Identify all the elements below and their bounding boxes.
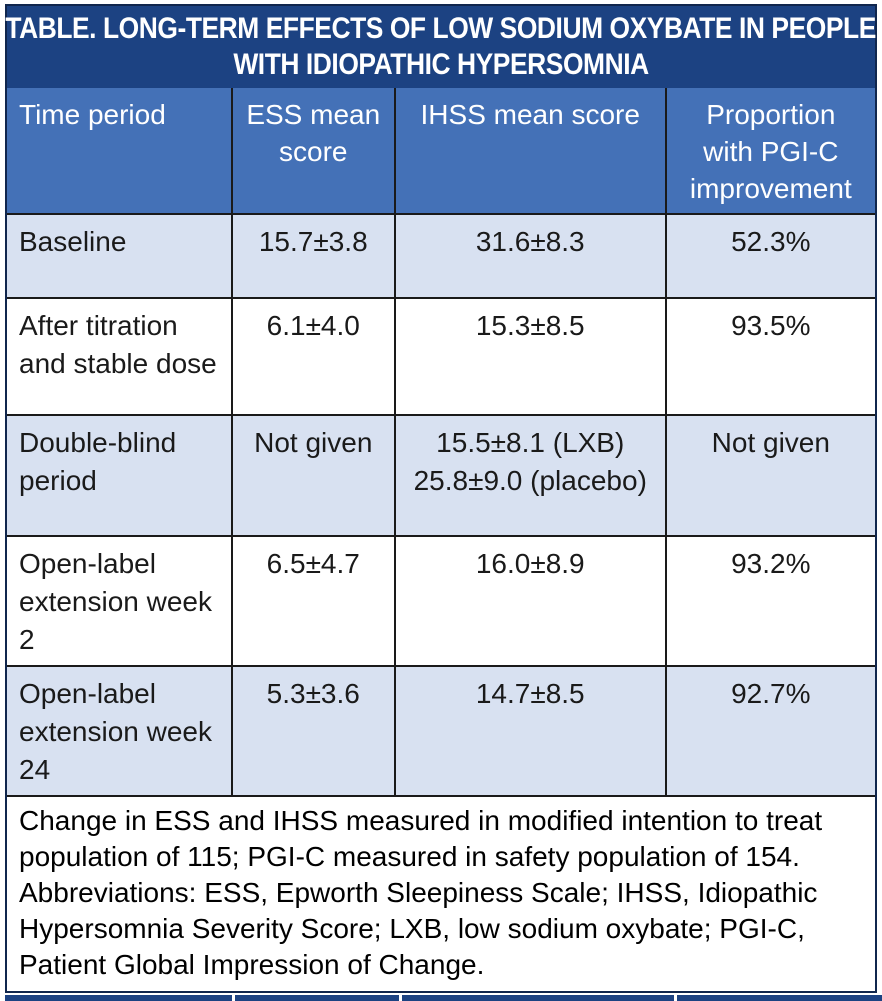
cell-ihss: 31.6±8.3	[396, 215, 667, 297]
cell-pgic: Not given	[711, 427, 830, 458]
column-header-pgic: Proportion with PGI-C improvement	[689, 99, 852, 204]
table-figure: TABLE. LONG-TERM EFFECTS OF LOW SODIUM O…	[5, 4, 882, 1001]
strip-segment	[401, 995, 674, 1001]
cell-ess: 6.5±4.7	[233, 537, 396, 665]
table-title-line-2: WITH IDIOPATHIC HYPERSOMNIA	[233, 48, 649, 81]
column-header-ihss: IHSS mean score	[396, 88, 667, 213]
header-row: Time period ESS mean score IHSS mean sco…	[7, 88, 875, 213]
table-row-double-blind: Double-blind period Not given 15.5±8.1 (…	[7, 414, 875, 535]
column-header-ess: ESS mean score	[233, 88, 396, 213]
table-row-ole-week-2: Open-label extension week 2 6.5±4.7 16.0…	[7, 535, 875, 665]
data-table: TABLE. LONG-TERM EFFECTS OF LOW SODIUM O…	[5, 4, 877, 993]
table-row-baseline: Baseline 15.7±3.8 31.6±8.3 52.3%	[7, 213, 875, 297]
table-footnote: Change in ESS and IHSS measured in modif…	[7, 795, 875, 991]
cell-ihss: 14.7±8.5	[396, 667, 667, 795]
cell-time-period: Open-label extension week 2	[7, 537, 233, 665]
strip-segment	[234, 995, 399, 1001]
cell-pgic: 92.7%	[731, 678, 811, 709]
cell-time-period: Double-blind period	[7, 416, 233, 535]
cell-pgic: 93.5%	[731, 310, 811, 341]
cell-ihss: 15.3±8.5	[396, 299, 667, 414]
cell-ess: 6.1±4.0	[233, 299, 396, 414]
cell-time-period: Baseline	[7, 215, 233, 297]
cell-time-period: Open-label extension week 24	[7, 667, 233, 795]
cell-pgic: 52.3%	[731, 226, 811, 257]
strip-segment	[5, 995, 232, 1001]
column-header-time-period: Time period	[7, 88, 233, 213]
cell-ess: 15.7±3.8	[233, 215, 396, 297]
cell-ess: Not given	[233, 416, 396, 535]
cell-ihss: 16.0±8.9	[396, 537, 667, 665]
table-title-line-1: TABLE. LONG-TERM EFFECTS OF LOW SODIUM O…	[5, 12, 877, 45]
cell-pgic: 93.2%	[731, 548, 811, 579]
table-row-titration: After titration and stable dose 6.1±4.0 …	[7, 297, 875, 414]
cell-time-period: After titration and stable dose	[7, 299, 233, 414]
cutoff-next-row-strip	[5, 995, 882, 1001]
strip-segment	[676, 995, 882, 1001]
cell-ihss: 15.5±8.1 (LXB) 25.8±9.0 (placebo)	[396, 416, 667, 535]
table-row-ole-week-24: Open-label extension week 24 5.3±3.6 14.…	[7, 665, 875, 795]
cell-ess: 5.3±3.6	[233, 667, 396, 795]
table-title-bar: TABLE. LONG-TERM EFFECTS OF LOW SODIUM O…	[6, 6, 877, 88]
